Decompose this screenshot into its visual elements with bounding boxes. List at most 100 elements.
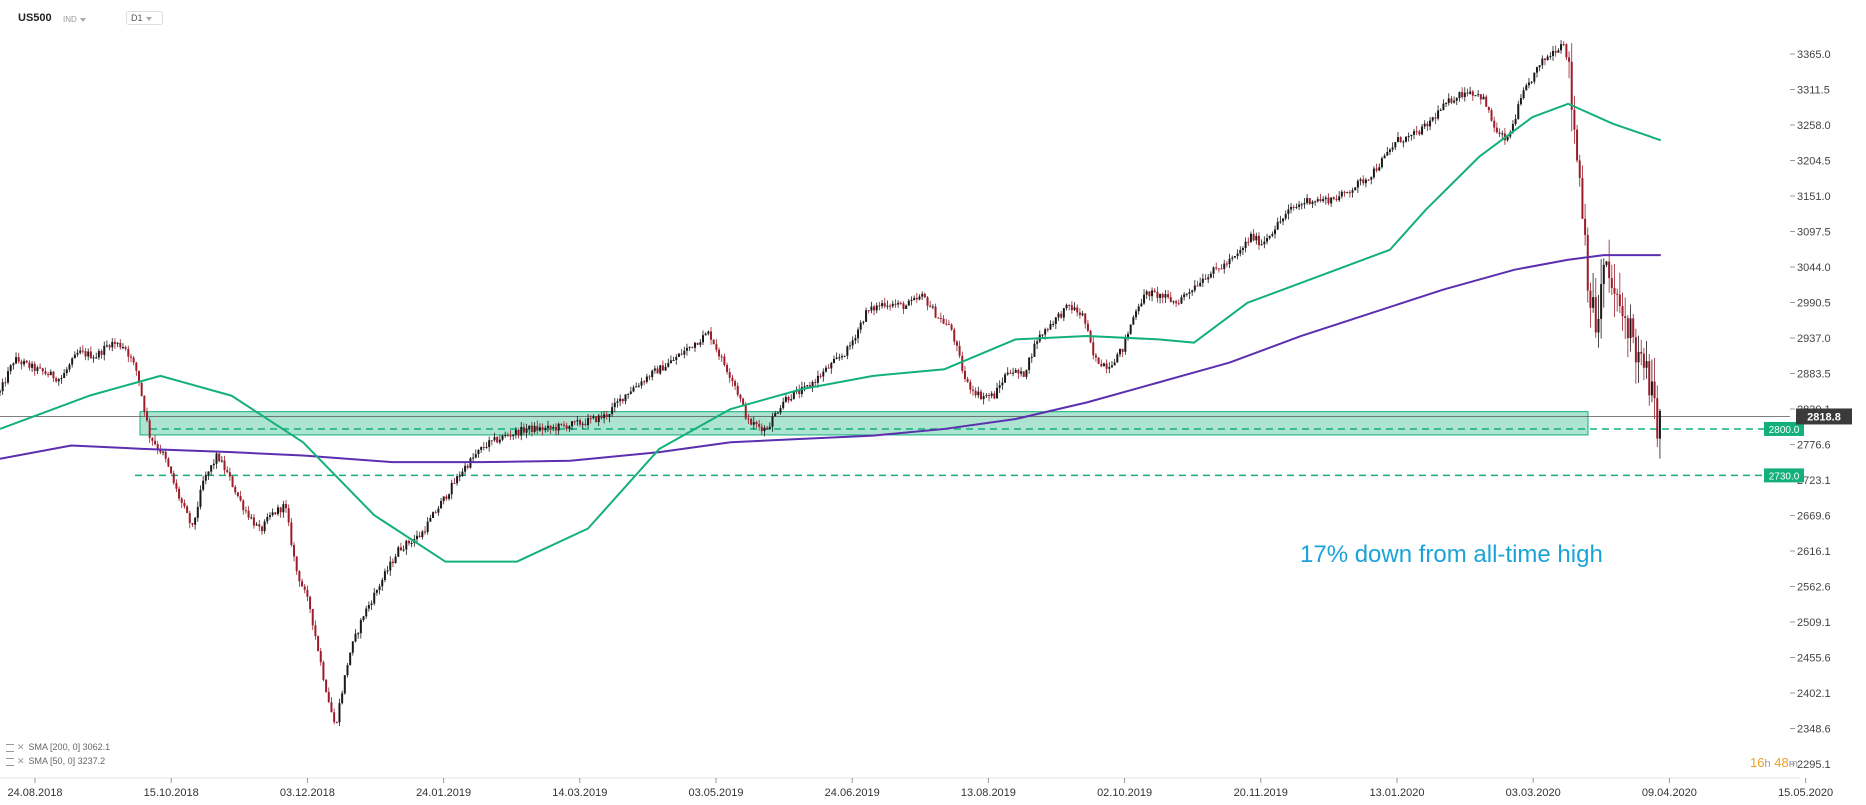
candle-body — [739, 394, 742, 399]
candle-body — [1356, 180, 1359, 188]
candle-body — [239, 495, 242, 501]
candle-body — [95, 357, 98, 359]
candle-body — [285, 504, 288, 509]
candle-body — [1217, 268, 1220, 270]
candle-body — [129, 356, 132, 358]
candle-body — [776, 412, 779, 414]
candle-body — [1658, 410, 1661, 439]
candle-body — [718, 349, 721, 357]
candle-body — [1594, 297, 1597, 333]
close-icon[interactable]: ✕ — [17, 742, 25, 752]
indicator-sma50[interactable]: ✕ SMA [50, 0] 3237.2 — [6, 756, 105, 767]
candle-body — [953, 329, 956, 342]
y-tick-label: 2455.6 — [1797, 652, 1831, 664]
candle-body — [1538, 65, 1541, 68]
candle-body — [832, 358, 835, 363]
candle-body — [1410, 134, 1413, 137]
candle-body — [1600, 284, 1603, 319]
candle-body — [712, 339, 715, 345]
candle-body — [108, 345, 111, 348]
y-tick-label: 2295.1 — [1797, 759, 1831, 771]
candle-body — [541, 427, 544, 431]
indicator-sma200[interactable]: ✕ SMA [200, 0] 3062.1 — [6, 742, 110, 753]
x-tick-label: 09.04.2020 — [1642, 787, 1697, 799]
candle-body — [768, 426, 771, 430]
candle-body — [763, 427, 766, 432]
candle-body — [1140, 303, 1143, 307]
candle-body — [840, 356, 843, 358]
candle-body — [881, 303, 884, 307]
candle-body — [1495, 127, 1498, 133]
candle-body — [119, 342, 122, 348]
candle-body — [1541, 58, 1544, 66]
candle-body — [1266, 238, 1269, 242]
candle-body — [755, 422, 758, 425]
y-tick-label: 2562.6 — [1797, 581, 1831, 593]
y-tick-label: 2937.0 — [1797, 333, 1831, 345]
candle-body — [923, 293, 926, 298]
candle-body — [1191, 290, 1194, 293]
candle-body — [528, 425, 531, 430]
close-icon[interactable]: ✕ — [17, 756, 25, 766]
candle-body — [0, 391, 1, 393]
symbol-label[interactable]: US500 — [18, 12, 52, 24]
candle-body — [814, 381, 817, 383]
candle-body — [1380, 158, 1383, 168]
instrument-type-label[interactable]: IND — [63, 15, 86, 24]
settings-icon[interactable] — [6, 743, 14, 752]
candle-body — [1396, 137, 1399, 143]
candle-body — [1461, 92, 1464, 98]
candle-body — [143, 395, 146, 412]
candle-body — [915, 297, 918, 300]
x-tick-label: 24.08.2018 — [7, 787, 62, 799]
candle-body — [418, 535, 421, 538]
x-tick-label: 13.08.2019 — [961, 787, 1016, 799]
y-tick-label: 2883.5 — [1797, 369, 1831, 381]
candle-body — [223, 460, 226, 471]
candle-body — [1257, 235, 1260, 246]
candle-body — [480, 447, 483, 450]
candle-body — [659, 365, 662, 374]
candle-body — [675, 356, 678, 360]
candle-body — [1378, 167, 1381, 171]
candle-body — [782, 401, 785, 409]
candle-body — [464, 465, 467, 472]
candle-body — [127, 348, 130, 357]
candle-body — [178, 488, 181, 499]
candle-body — [635, 386, 638, 388]
candle-body — [926, 297, 929, 306]
candle-body — [146, 411, 149, 421]
candle-body — [701, 335, 704, 343]
y-tick-label: 3151.0 — [1797, 191, 1831, 203]
candle-body — [979, 391, 982, 400]
timeframe-select[interactable]: D1 — [126, 11, 163, 25]
candle-body — [1549, 55, 1552, 57]
candle-body — [266, 516, 269, 522]
candle-body — [1613, 287, 1616, 294]
settings-icon[interactable] — [6, 757, 14, 766]
candle-body — [784, 396, 787, 402]
candle-body — [47, 373, 50, 376]
candle-body — [1621, 306, 1624, 317]
candle-body — [875, 305, 878, 311]
candle-body — [1303, 202, 1306, 205]
candle-body — [514, 429, 517, 435]
candle-body — [456, 476, 459, 484]
candle-body — [942, 318, 945, 324]
candle-body — [1169, 297, 1172, 302]
y-tick-label: 2776.6 — [1797, 439, 1831, 451]
candle-body — [653, 368, 656, 371]
candle-body — [1225, 263, 1228, 265]
candle-body — [929, 305, 932, 308]
candle-body — [1228, 258, 1231, 265]
candle-body — [76, 352, 79, 355]
candle-body — [276, 507, 279, 515]
candle-body — [1656, 398, 1659, 439]
candle-body — [84, 351, 87, 357]
candle-body — [1463, 92, 1466, 98]
candle-body — [637, 385, 640, 387]
candle-body — [319, 651, 322, 663]
candle-body — [1276, 221, 1279, 230]
candle-body — [824, 367, 827, 372]
